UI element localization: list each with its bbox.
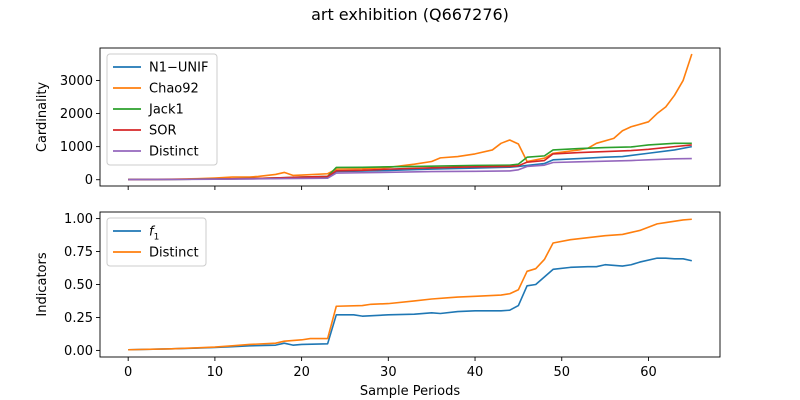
y-tick-label: 1000 xyxy=(60,140,93,155)
legend-label: N1−UNIF xyxy=(149,61,208,76)
x-tick-label: 10 xyxy=(207,365,224,380)
legend-label: Distinct xyxy=(149,145,199,160)
cardinality-panel: 0 1000 2000 3000 Cardinality N1−UNIF Chao92 Jac… xyxy=(35,47,721,190)
y-tick-label: 0.00 xyxy=(64,344,93,359)
legend-label: Jack1 xyxy=(148,103,184,118)
series-line-0-4 xyxy=(128,157,692,181)
y-axis-label: Cardinality xyxy=(35,82,50,153)
x-tick-label: 60 xyxy=(640,365,657,380)
legend-box xyxy=(106,53,218,166)
chart-title: art exhibition (Q667276) xyxy=(311,5,509,24)
legend-label: SOR xyxy=(149,124,177,139)
axes-frame xyxy=(99,47,721,187)
y-tick-label: 2000 xyxy=(60,107,93,122)
x-tick-label: 30 xyxy=(380,365,397,380)
x-tick-label: 40 xyxy=(467,365,484,380)
legend-label: Chao92 xyxy=(149,82,199,97)
indicators-panel: 0 10 20 30 40 50 60 0.00 0.25 0.50 0.75 1.00 Indicat… xyxy=(35,211,721,380)
legend-label: f1 xyxy=(149,225,159,243)
y-tick-label: 0.75 xyxy=(64,245,93,260)
y-tick-label: 1.00 xyxy=(64,212,93,227)
legend-label: Distinct xyxy=(149,246,199,261)
series-line-0-1 xyxy=(128,53,693,181)
y-tick-label: 0.25 xyxy=(64,311,93,326)
x-tick-label: 50 xyxy=(553,365,570,380)
y-tick-label: 0.50 xyxy=(64,278,93,293)
y-tick-label: 0 xyxy=(85,173,93,188)
y-tick-label: 3000 xyxy=(60,74,93,89)
legend-box xyxy=(106,217,207,267)
series-line-1-0 xyxy=(128,257,692,351)
y-axis-label: Indicators xyxy=(35,252,50,316)
x-tick-label: 20 xyxy=(293,365,310,380)
x-tick-label: 0 xyxy=(124,365,132,380)
series-line-1-1 xyxy=(128,218,692,351)
x-axis-label: Sample Periods xyxy=(360,384,460,399)
